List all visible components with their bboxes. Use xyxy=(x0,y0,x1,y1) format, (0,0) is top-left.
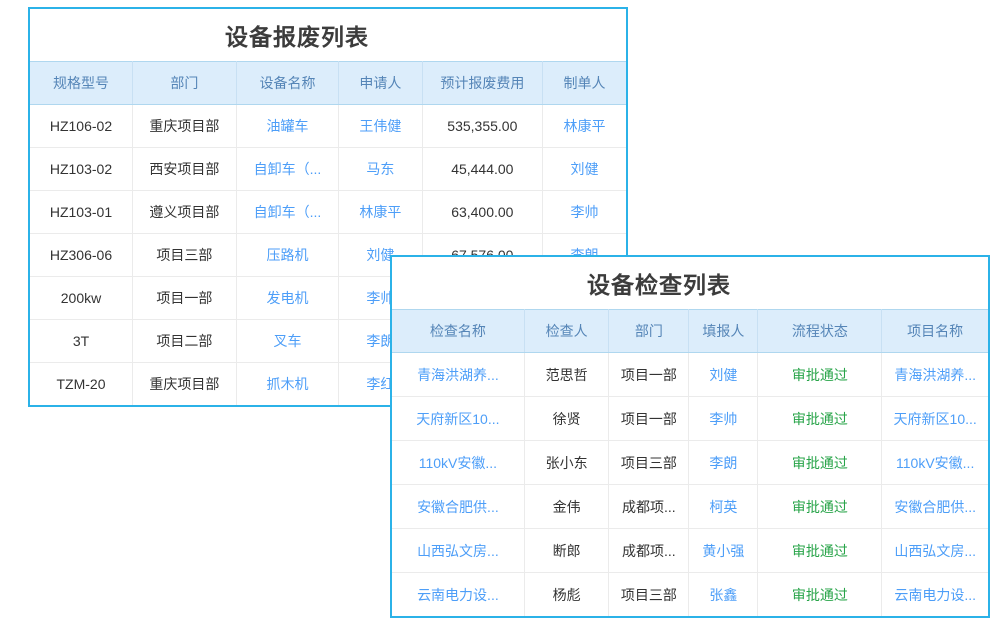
cell-dept: 项目二部 xyxy=(132,319,237,363)
col-header-filler: 填报人 xyxy=(688,309,759,353)
cell-check-name-link[interactable]: 山西弘文房... xyxy=(392,528,525,573)
col-header-applicant: 申请人 xyxy=(338,61,423,105)
cell-applicant-link[interactable]: 李红 xyxy=(338,362,423,405)
cell-model: HZ106-02 xyxy=(30,104,133,148)
cell-model: TZM-20 xyxy=(30,362,133,405)
cell-dept: 项目一部 xyxy=(608,396,690,441)
cell-applicant-link[interactable]: 马东 xyxy=(338,147,423,191)
cell-device-link[interactable]: 发电机 xyxy=(236,276,340,320)
cell-dept: 西安项目部 xyxy=(132,147,237,191)
cell-dept: 项目三部 xyxy=(608,440,690,485)
cell-dept: 项目一部 xyxy=(132,276,237,320)
cell-project-link[interactable]: 天府新区10... xyxy=(881,396,988,441)
col-header-dept: 部门 xyxy=(608,309,690,353)
cell-model: HZ103-02 xyxy=(30,147,133,191)
cell-check-name-link[interactable]: 云南电力设... xyxy=(392,572,525,616)
table-row[interactable]: 天府新区10... 徐贤 项目一部 李帅 审批通过 天府新区10... xyxy=(392,396,988,441)
cell-inspector: 金伟 xyxy=(524,484,610,529)
cell-model: HZ103-01 xyxy=(30,190,133,234)
cell-device-link[interactable]: 自卸车（... xyxy=(236,190,340,234)
table-row[interactable]: HZ103-01 遵义项目部 自卸车（... 林康平 63,400.00 李帅 xyxy=(30,190,626,234)
cell-device-link[interactable]: 油罐车 xyxy=(236,104,340,148)
inspection-list-card: 设备检查列表 检查名称 检查人 部门 填报人 流程状态 项目名称 青海洪湖养..… xyxy=(390,255,990,618)
cell-check-name-link[interactable]: 青海洪湖养... xyxy=(392,352,525,397)
cell-filler-link[interactable]: 李帅 xyxy=(688,396,759,441)
inspection-header-row: 检查名称 检查人 部门 填报人 流程状态 项目名称 xyxy=(392,309,988,353)
cell-filler-link[interactable]: 张鑫 xyxy=(688,572,759,616)
cell-dept: 重庆项目部 xyxy=(132,104,237,148)
cell-project-link[interactable]: 青海洪湖养... xyxy=(881,352,988,397)
cell-filler-link[interactable]: 柯英 xyxy=(688,484,759,529)
cell-device-link[interactable]: 压路机 xyxy=(236,233,340,277)
cell-inspector: 范思哲 xyxy=(524,352,610,397)
table-row[interactable]: HZ106-02 重庆项目部 油罐车 王伟健 535,355.00 林康平 xyxy=(30,104,626,148)
col-header-cost: 预计报废费用 xyxy=(422,61,544,105)
cell-model: 3T xyxy=(30,319,133,363)
cell-inspector: 徐贤 xyxy=(524,396,610,441)
cell-project-link[interactable]: 110kV安徽... xyxy=(881,440,988,485)
table-row[interactable]: 山西弘文房... 断郎 成都项... 黄小强 审批通过 山西弘文房... xyxy=(392,528,988,573)
status-badge: 审批通过 xyxy=(757,528,883,573)
cell-check-name-link[interactable]: 安徽合肥供... xyxy=(392,484,525,529)
cell-maker-link[interactable]: 刘健 xyxy=(542,147,626,191)
cell-device-link[interactable]: 叉车 xyxy=(236,319,340,363)
scrap-list-title: 设备报废列表 xyxy=(225,24,369,50)
scrap-list-card: 设备报废列表 规格型号 部门 设备名称 申请人 预计报废费用 制单人 HZ106… xyxy=(28,7,628,407)
table-row[interactable]: 青海洪湖养... 范思哲 项目一部 刘健 审批通过 青海洪湖养... xyxy=(392,352,988,397)
col-header-check-name: 检查名称 xyxy=(392,309,525,353)
cell-maker-link[interactable]: 林康平 xyxy=(542,104,626,148)
cell-cost: 535,355.00 xyxy=(422,104,544,148)
status-badge: 审批通过 xyxy=(757,352,883,397)
scrap-table: 规格型号 部门 设备名称 申请人 预计报废费用 制单人 HZ106-02 重庆项… xyxy=(30,61,626,405)
col-header-dept: 部门 xyxy=(132,61,237,105)
cell-project-link[interactable]: 安徽合肥供... xyxy=(881,484,988,529)
table-row[interactable]: 云南电力设... 杨彪 项目三部 张鑫 审批通过 云南电力设... xyxy=(392,572,988,616)
col-header-status: 流程状态 xyxy=(757,309,883,353)
cell-dept: 项目一部 xyxy=(608,352,690,397)
cell-dept: 遵义项目部 xyxy=(132,190,237,234)
cell-check-name-link[interactable]: 110kV安徽... xyxy=(392,440,525,485)
cell-dept: 项目三部 xyxy=(608,572,690,616)
status-badge: 审批通过 xyxy=(757,484,883,529)
cell-dept: 成都项... xyxy=(608,484,690,529)
cell-maker-link[interactable]: 李帅 xyxy=(542,190,626,234)
cell-filler-link[interactable]: 李朗 xyxy=(688,440,759,485)
cell-dept: 重庆项目部 xyxy=(132,362,237,405)
inspection-table: 检查名称 检查人 部门 填报人 流程状态 项目名称 青海洪湖养... 范思哲 项… xyxy=(392,309,988,616)
cell-cost: 45,444.00 xyxy=(422,147,544,191)
table-row[interactable]: 安徽合肥供... 金伟 成都项... 柯英 审批通过 安徽合肥供... xyxy=(392,484,988,529)
col-header-project: 项目名称 xyxy=(881,309,988,353)
cell-inspector: 断郎 xyxy=(524,528,610,573)
cell-dept: 成都项... xyxy=(608,528,690,573)
cell-project-link[interactable]: 山西弘文房... xyxy=(881,528,988,573)
cell-project-link[interactable]: 云南电力设... xyxy=(881,572,988,616)
cell-device-link[interactable]: 抓木机 xyxy=(236,362,340,405)
col-header-device: 设备名称 xyxy=(236,61,340,105)
cell-model: HZ306-06 xyxy=(30,233,133,277)
status-badge: 审批通过 xyxy=(757,440,883,485)
cell-device-link[interactable]: 自卸车（... xyxy=(236,147,340,191)
cell-applicant-link[interactable]: 王伟健 xyxy=(338,104,423,148)
cell-filler-link[interactable]: 黄小强 xyxy=(688,528,759,573)
table-row[interactable]: 110kV安徽... 张小东 项目三部 李朗 审批通过 110kV安徽... xyxy=(392,440,988,485)
cell-dept: 项目三部 xyxy=(132,233,237,277)
cell-model: 200kw xyxy=(30,276,133,320)
cell-cost: 63,400.00 xyxy=(422,190,544,234)
cell-inspector: 张小东 xyxy=(524,440,610,485)
col-header-maker: 制单人 xyxy=(542,61,626,105)
cell-inspector: 杨彪 xyxy=(524,572,610,616)
col-header-model: 规格型号 xyxy=(30,61,133,105)
cell-filler-link[interactable]: 刘健 xyxy=(688,352,759,397)
inspection-list-title: 设备检查列表 xyxy=(587,272,731,298)
table-row[interactable]: HZ103-02 西安项目部 自卸车（... 马东 45,444.00 刘健 xyxy=(30,147,626,191)
cell-applicant-link[interactable]: 林康平 xyxy=(338,190,423,234)
scrap-header-row: 规格型号 部门 设备名称 申请人 预计报废费用 制单人 xyxy=(30,61,626,105)
cell-check-name-link[interactable]: 天府新区10... xyxy=(392,396,525,441)
status-badge: 审批通过 xyxy=(757,572,883,616)
status-badge: 审批通过 xyxy=(757,396,883,441)
col-header-inspector: 检查人 xyxy=(524,309,610,353)
